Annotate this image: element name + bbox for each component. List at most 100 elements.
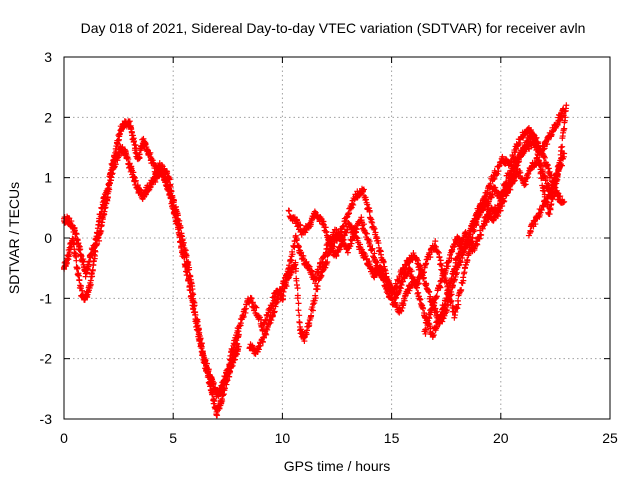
data-point [546,211,553,218]
y-axis-label: SDTVAR / TECUs [6,182,22,294]
data-point [187,287,194,294]
data-point [219,392,226,399]
data-point [229,346,236,353]
data-point [312,295,319,302]
data-point [509,171,516,178]
data-point [160,170,167,177]
data-point [396,275,403,282]
data-point [184,269,191,276]
data-point [426,288,433,295]
series-track-6 [421,102,570,337]
data-point [437,284,444,291]
data-point [102,204,109,211]
data-point [544,180,551,187]
data-point [455,301,462,308]
data-point [445,301,452,308]
data-point [423,327,430,334]
data-point [448,255,455,262]
data-point [291,262,298,269]
data-point [461,245,468,252]
data-point [420,305,427,312]
data-point [413,284,420,291]
data-point [554,173,561,180]
data-point [171,208,178,215]
data-point [563,102,570,109]
data-point [255,346,262,353]
data-point [527,126,534,133]
data-point [377,247,384,254]
data-point [511,167,518,174]
data-point [309,307,316,314]
data-point [262,330,269,337]
series-track-7 [525,161,565,239]
data-point [538,207,545,214]
data-point [76,276,83,283]
data-point [368,216,375,223]
data-point [302,229,309,236]
data-point [532,221,539,228]
data-point [343,229,350,236]
data-point [333,252,340,259]
data-point [263,331,270,338]
data-point [132,177,139,184]
data-point [228,359,235,366]
data-point [218,396,225,403]
y-tick-label: 3 [44,49,52,65]
data-point [488,194,495,201]
x-tick-label: 10 [275,430,291,446]
data-point [343,214,350,221]
data-point [476,209,483,216]
data-point [491,175,498,182]
data-point [447,292,454,299]
y-tick-label: -3 [40,411,53,427]
data-point [487,180,494,187]
data-point [339,240,346,247]
data-point [89,273,96,280]
data-point [73,257,80,264]
data-point [267,319,274,326]
data-point [108,174,115,181]
data-point [350,201,357,208]
data-point [433,293,440,300]
data-point [546,168,553,175]
data-point [527,228,534,235]
data-point [96,237,103,244]
data-point [539,174,546,181]
data-point [385,277,392,284]
data-point [426,315,433,322]
data-point [535,156,542,163]
data-point [471,245,478,252]
data-point [172,212,179,219]
data-point [292,259,299,266]
data-point [231,341,238,348]
data-point [516,158,523,165]
data-point [115,154,122,161]
data-point [112,161,119,168]
data-point [525,170,532,177]
x-axis-label: GPS time / hours [284,458,391,474]
data-point [451,314,458,321]
data-point [126,118,133,125]
data-point [517,169,524,176]
data-point [180,250,187,257]
data-point [483,194,490,201]
data-point [562,107,569,114]
data-point [176,232,183,239]
data-point [399,278,406,285]
data-point [548,186,555,193]
data-point [486,184,493,191]
data-point [344,211,351,218]
data-point [198,345,205,352]
data-point [371,225,378,232]
data-point [240,313,247,320]
data-point [380,259,387,266]
data-point [189,299,196,306]
data-point [512,149,519,156]
data-point [478,204,485,211]
data-point [431,300,438,307]
data-point [132,142,139,149]
y-tick-label: -1 [40,290,53,306]
data-point [315,268,322,275]
y-tick-label: -2 [40,351,53,367]
data-point [366,208,373,215]
